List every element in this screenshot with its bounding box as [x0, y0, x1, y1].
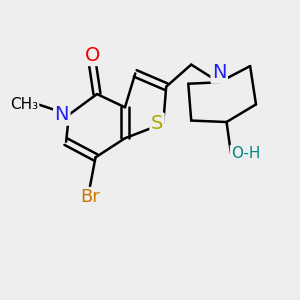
Text: N: N — [55, 105, 69, 124]
Text: N: N — [212, 63, 226, 82]
Text: O-H: O-H — [231, 146, 260, 161]
Text: O: O — [85, 46, 100, 64]
Text: Br: Br — [80, 188, 100, 206]
Text: S: S — [151, 114, 163, 133]
Text: CH₃: CH₃ — [10, 97, 38, 112]
